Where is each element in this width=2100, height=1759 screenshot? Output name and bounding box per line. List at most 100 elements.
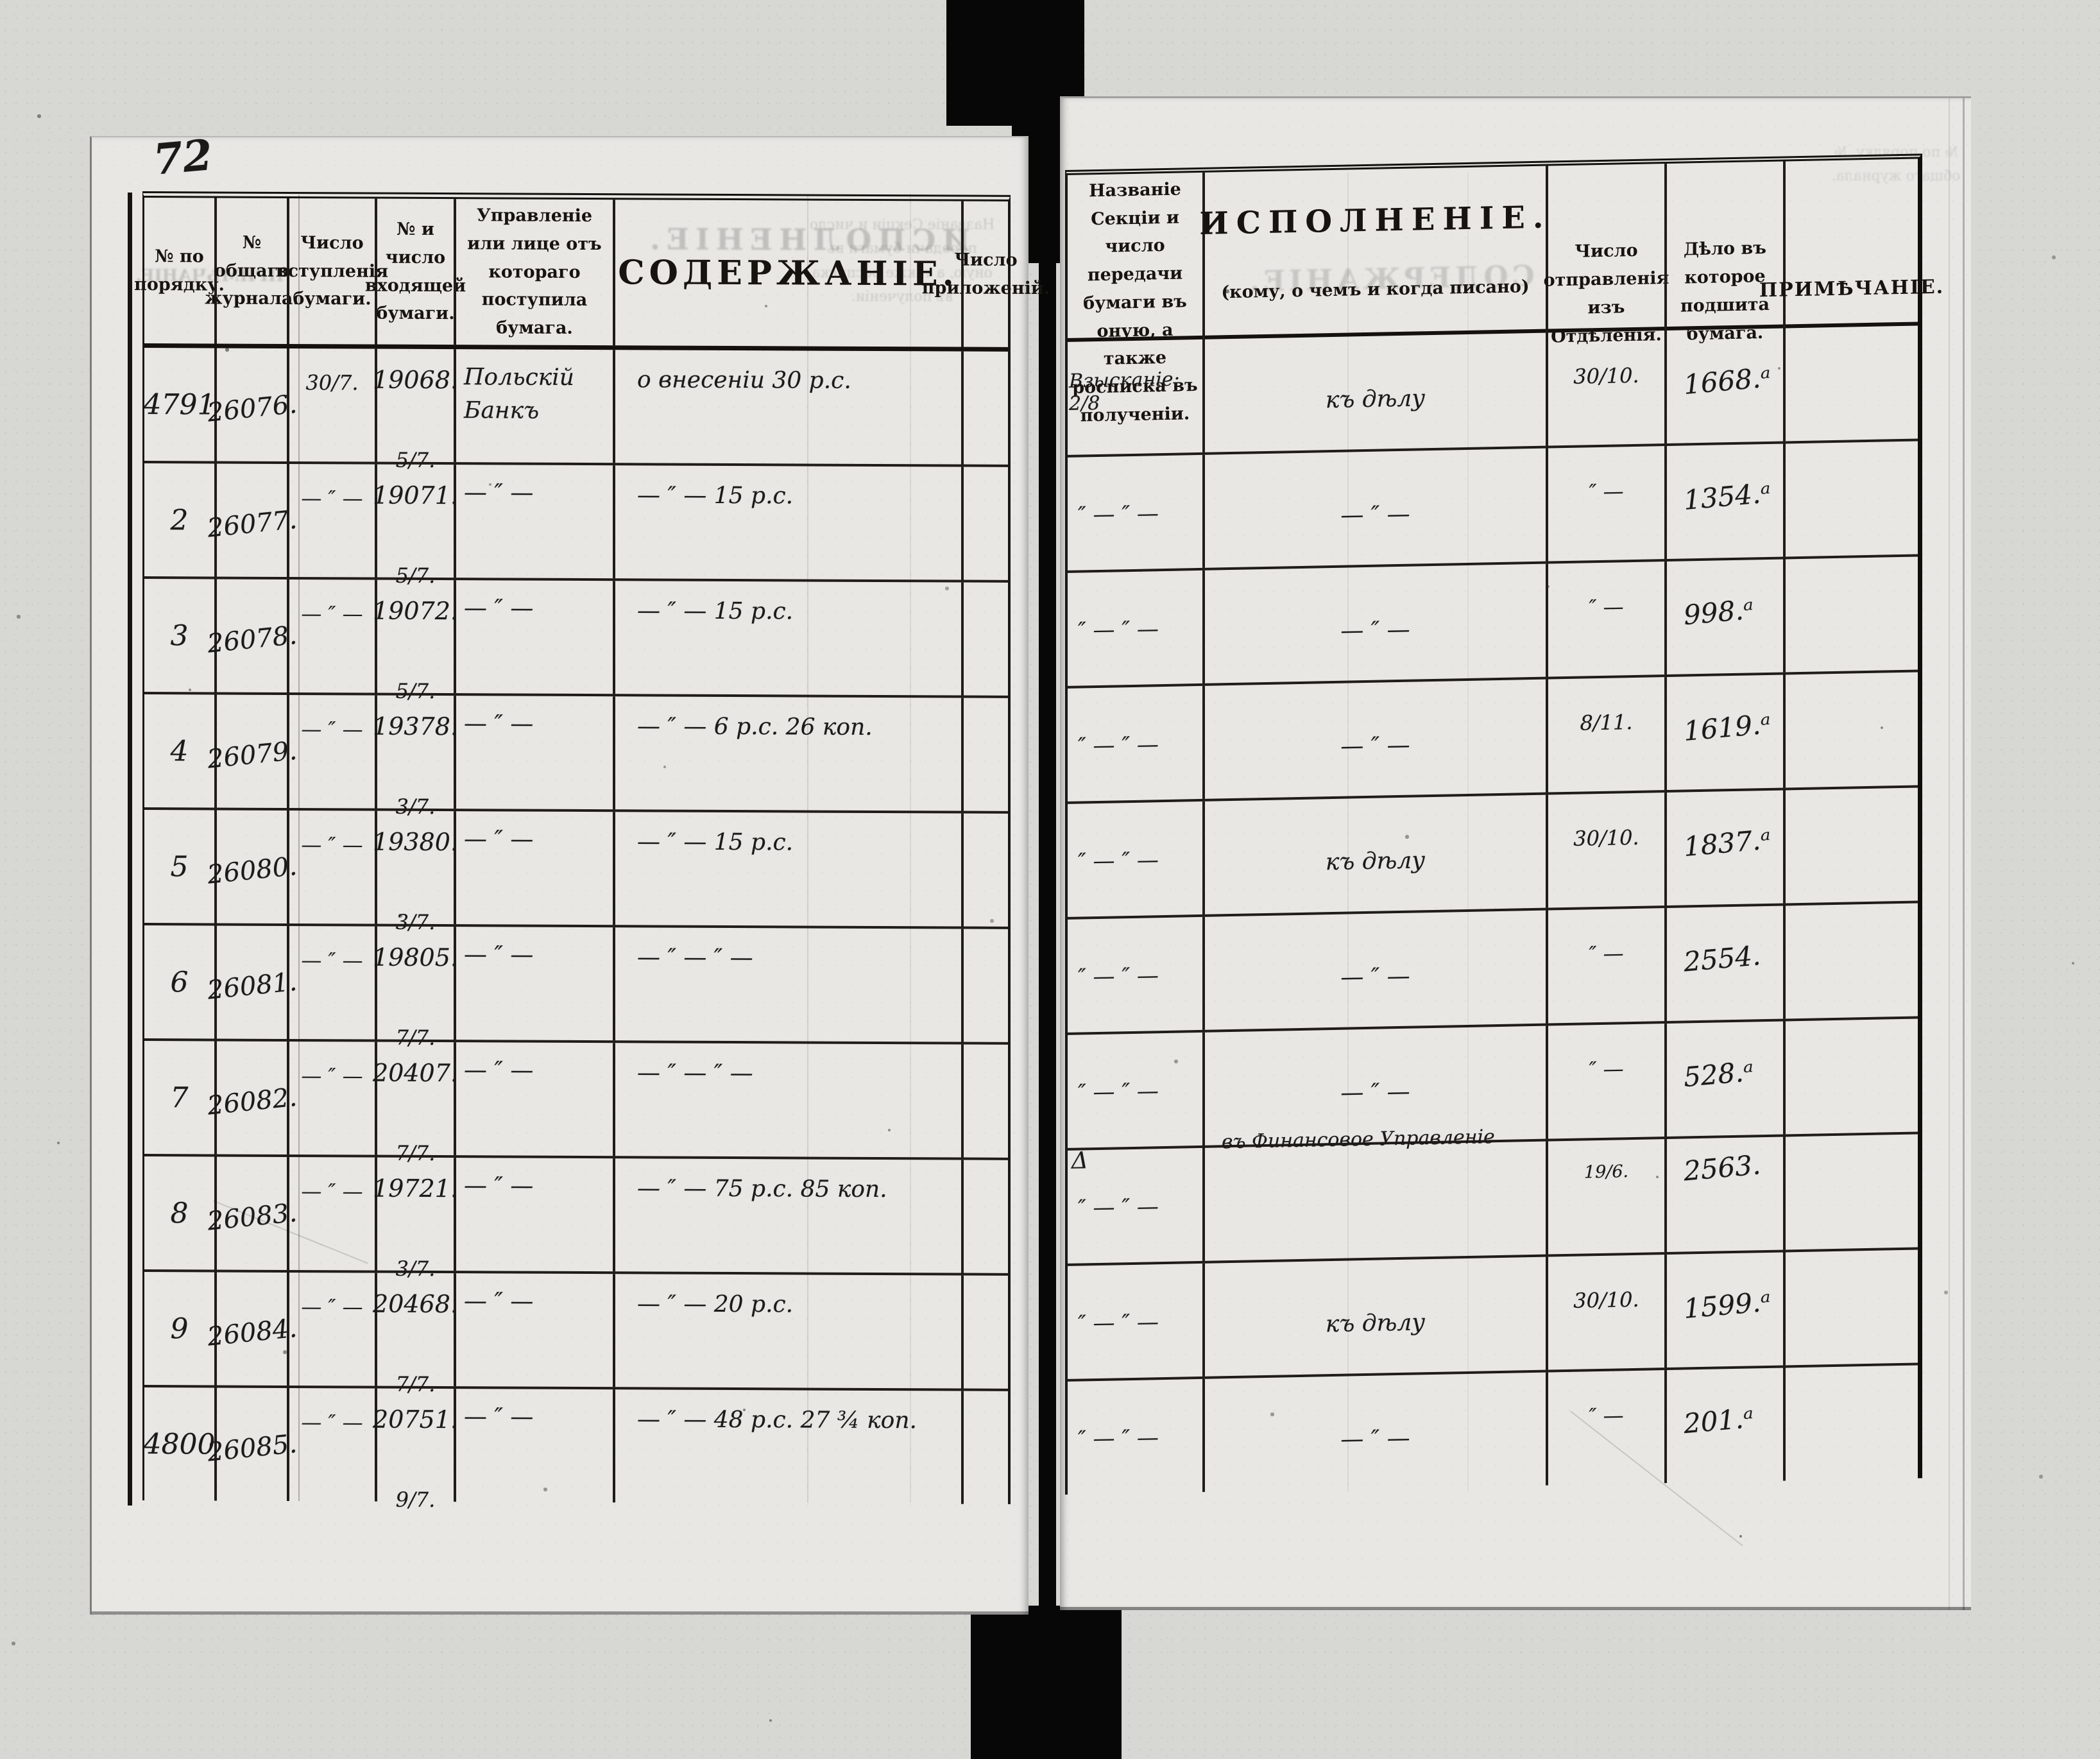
table-row: 4800 26085. — ″ — 20751. 9/7. — ″ — — ″ —… bbox=[144, 1387, 1008, 1512]
cell-content: — ″ — 75 р.с. 85 коп. bbox=[613, 1158, 961, 1273]
source: — ″ — bbox=[464, 479, 534, 506]
page-crease bbox=[910, 194, 911, 1503]
receipt-date: — ″ — bbox=[301, 1063, 363, 1088]
cell-incoming-no: 19805. 7/7. bbox=[373, 926, 458, 1050]
cell-receipt-date: — ″ — bbox=[287, 579, 375, 693]
content: — ″ — ″ — bbox=[637, 1060, 753, 1087]
file-no: 1354.ᵃ bbox=[1682, 477, 1772, 517]
cell-section: Взысканіе: 2/8 bbox=[1068, 339, 1202, 455]
margin-rule bbox=[128, 193, 132, 1506]
journal-no: 26085. bbox=[205, 1429, 298, 1468]
cell-attachments bbox=[961, 929, 1008, 1042]
cell-section: ″ — ″ — bbox=[1068, 1264, 1202, 1379]
cell-execution: — ″ — bbox=[1202, 563, 1546, 683]
cell-journal-no: 26083. bbox=[205, 1156, 298, 1270]
incoming-no: 19071. bbox=[373, 481, 458, 510]
cell-execution: къ дѣлу bbox=[1202, 332, 1546, 452]
cell-content: — ″ — 48 р.с. 27 ¾ коп. bbox=[613, 1389, 961, 1504]
content: — ″ — 20 р.с. bbox=[637, 1291, 794, 1318]
incoming-no: 19380. bbox=[373, 827, 458, 857]
cell-source: — ″ — bbox=[454, 811, 613, 925]
journal-no: 26083. bbox=[205, 1197, 298, 1237]
cell-note bbox=[1783, 672, 1918, 788]
source: — ″ — bbox=[464, 1403, 534, 1430]
margin-mark: Δ bbox=[1071, 1147, 1088, 1174]
header-row: № по порядку. № общаго журнала. Число вс… bbox=[134, 198, 1050, 352]
order-no: 7 bbox=[170, 1081, 189, 1114]
file-no: 1668.ᵃ bbox=[1682, 361, 1772, 401]
cell-source: Польскій Банкъ bbox=[454, 349, 613, 463]
section: ″ — ″ — bbox=[1078, 1309, 1159, 1337]
section: ″ — ″ — bbox=[1078, 732, 1159, 759]
journal-no: 26084. bbox=[205, 1313, 298, 1352]
cell-journal-no: 26084. bbox=[205, 1272, 298, 1386]
cell-dispatch-date: ″ — bbox=[1546, 1024, 1664, 1139]
dust-specks bbox=[92, 137, 93, 139]
receipt-date: 30/7. bbox=[305, 370, 359, 395]
file-no: 1837.ᵃ bbox=[1682, 823, 1772, 863]
cell-journal-no: 26085. bbox=[205, 1387, 298, 1501]
cell-file-no: 998.ᵃ bbox=[1664, 559, 1783, 675]
cell-incoming-no: 19378. 3/7. bbox=[373, 695, 458, 819]
header-label: ИСПОЛНЕНІЕ. bbox=[1199, 199, 1551, 242]
header-label: № и число входящей бумаги. bbox=[364, 219, 466, 324]
receipt-date: — ″ — bbox=[301, 948, 363, 973]
content: — ″ — 6 р.с. 26 коп. bbox=[637, 713, 873, 741]
cell-section: ″ — ″ — bbox=[1068, 1033, 1202, 1148]
cell-incoming-no: 19068. 5/7. bbox=[373, 348, 458, 472]
cell-journal-no: 26078. bbox=[205, 579, 298, 692]
page-fold-line bbox=[1949, 98, 1950, 1610]
source: — ″ — bbox=[464, 595, 534, 622]
source: — ″ — bbox=[464, 826, 534, 853]
execution: къ дѣлу bbox=[1325, 1309, 1426, 1338]
cell-content: о внесеніи 30 р.с. bbox=[613, 350, 961, 465]
cell-order-no: 7 bbox=[144, 1041, 214, 1154]
cell-order-no: 9 bbox=[144, 1272, 214, 1385]
column-header-attachments: Число приложеній. bbox=[922, 201, 1050, 347]
cell-source: — ″ — bbox=[454, 1158, 613, 1272]
left-page: 72 ПРИМѢЧАНІЕ. Названіе Секціи и число п… bbox=[90, 130, 1050, 1615]
order-no: 8 bbox=[170, 1196, 189, 1230]
file-no: 1619.ᵃ bbox=[1682, 708, 1772, 748]
cell-incoming-no: 20751. 9/7. bbox=[373, 1388, 458, 1512]
file-no: 201.ᵃ bbox=[1682, 1402, 1755, 1440]
cell-dispatch-date: ″ — bbox=[1546, 1370, 1664, 1486]
cell-receipt-date: — ″ — bbox=[287, 694, 375, 809]
execution: — ″ — bbox=[1340, 963, 1410, 991]
cell-section: ″ — ″ — bbox=[1068, 686, 1202, 802]
source: Польскій Банкъ bbox=[464, 364, 574, 424]
cell-note bbox=[1783, 1365, 1918, 1481]
cell-incoming-no: 20407. 7/7. bbox=[373, 1042, 458, 1165]
order-no: 3 bbox=[170, 619, 189, 652]
cell-note bbox=[1783, 1134, 1918, 1250]
cell-section: ″ — ″ — bbox=[1068, 917, 1202, 1033]
cell-order-no: 4 bbox=[144, 694, 214, 807]
cell-file-no: 1619.ᵃ bbox=[1664, 674, 1783, 791]
receipt-date: — ″ — bbox=[301, 717, 363, 742]
cell-execution: — ″ — bbox=[1202, 1372, 1546, 1492]
cell-attachments bbox=[961, 582, 1008, 696]
cell-source: — ″ — bbox=[454, 696, 613, 810]
cell-source: — ″ — bbox=[454, 465, 613, 579]
table-row: 8 26083. — ″ — 19721. 3/7. — ″ — — ″ — 75… bbox=[144, 1156, 1008, 1281]
section: ″ — ″ — bbox=[1078, 1194, 1159, 1221]
cell-file-no: 1837.ᵃ bbox=[1664, 790, 1783, 906]
dispatch-date: 30/10. bbox=[1573, 825, 1639, 851]
receipt-date: — ″ — bbox=[301, 1410, 363, 1435]
table-row: ″ — ″ — къ дѣлу 30/10. 1599.ᵃ bbox=[1068, 1249, 1918, 1382]
incoming-no: 20407. bbox=[373, 1058, 458, 1088]
source: — ″ — bbox=[464, 941, 534, 968]
dispatch-date: ″ — bbox=[1589, 594, 1624, 620]
table-row: Взысканіе: 2/8 къ дѣлу 30/10. 1668.ᵃ bbox=[1068, 325, 1918, 458]
table-row: 4791 26076. 30/7. 19068. 5/7. Польскій Ба… bbox=[144, 348, 1008, 472]
content: — ″ — ″ — bbox=[637, 944, 753, 972]
cell-receipt-date: — ″ — bbox=[287, 463, 375, 578]
cell-order-no: 2 bbox=[144, 463, 214, 576]
thin-rule bbox=[298, 195, 300, 1501]
incoming-no: 19805. bbox=[373, 943, 458, 972]
header-label: Число приложеній. bbox=[921, 250, 1050, 298]
table-row: 4 26079. — ″ — 19378. 3/7. — ″ — — ″ — 6 … bbox=[144, 694, 1008, 819]
cell-source: — ″ — bbox=[454, 1389, 613, 1503]
cell-dispatch-date: 19/6. bbox=[1546, 1139, 1664, 1255]
